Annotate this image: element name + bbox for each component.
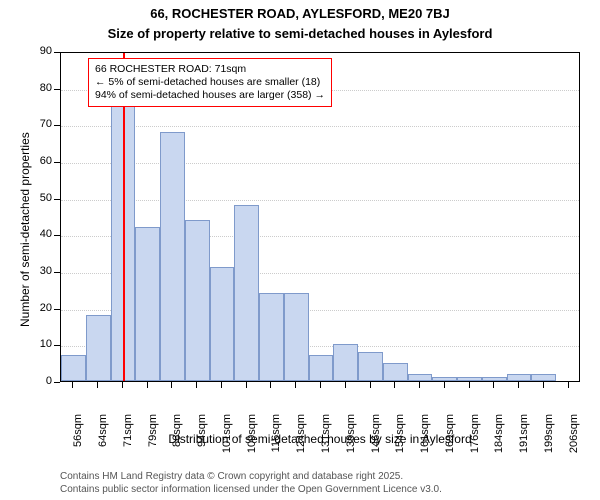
y-tick-mark <box>54 272 60 273</box>
x-tick-mark <box>72 382 73 388</box>
y-tick-label: 90 <box>22 45 52 57</box>
bar <box>284 293 309 381</box>
x-tick-label: 154sqm <box>394 414 406 464</box>
y-tick-label: 40 <box>22 228 52 240</box>
x-tick-label: 176sqm <box>469 414 481 464</box>
footer-attribution: Contains HM Land Registry data © Crown c… <box>60 470 442 496</box>
bar <box>408 374 433 381</box>
bar <box>482 377 507 381</box>
y-tick-label: 60 <box>22 155 52 167</box>
x-tick-label: 206sqm <box>568 414 580 464</box>
x-tick-mark <box>171 382 172 388</box>
grid-line <box>61 200 579 201</box>
bar <box>61 355 86 381</box>
x-tick-label: 56sqm <box>72 414 84 464</box>
bar <box>383 363 408 381</box>
y-tick-label: 70 <box>22 118 52 130</box>
bar <box>185 220 210 381</box>
y-tick-mark <box>54 52 60 53</box>
y-tick-label: 0 <box>22 375 52 387</box>
y-tick-mark <box>54 235 60 236</box>
x-tick-label: 64sqm <box>97 414 109 464</box>
x-tick-mark <box>320 382 321 388</box>
x-tick-label: 109sqm <box>246 414 258 464</box>
x-tick-mark <box>295 382 296 388</box>
x-tick-mark <box>493 382 494 388</box>
bar <box>457 377 482 381</box>
x-tick-label: 101sqm <box>221 414 233 464</box>
footer-line: Contains HM Land Registry data © Crown c… <box>60 470 442 483</box>
bar <box>210 267 235 381</box>
x-tick-label: 71sqm <box>122 414 134 464</box>
y-tick-mark <box>54 345 60 346</box>
x-tick-label: 199sqm <box>543 414 555 464</box>
x-tick-mark <box>147 382 148 388</box>
x-tick-label: 184sqm <box>493 414 505 464</box>
x-tick-mark <box>221 382 222 388</box>
grid-line <box>61 163 579 164</box>
x-tick-label: 124sqm <box>295 414 307 464</box>
y-tick-mark <box>54 382 60 383</box>
bar <box>507 374 532 381</box>
x-tick-mark <box>370 382 371 388</box>
x-tick-mark <box>469 382 470 388</box>
bar <box>309 355 334 381</box>
x-tick-label: 79sqm <box>147 414 159 464</box>
bar <box>135 227 160 381</box>
x-tick-label: 169sqm <box>444 414 456 464</box>
bar <box>333 344 358 381</box>
x-tick-label: 116sqm <box>270 414 282 464</box>
x-tick-label: 161sqm <box>419 414 431 464</box>
x-tick-label: 146sqm <box>370 414 382 464</box>
y-tick-mark <box>54 125 60 126</box>
x-tick-mark <box>246 382 247 388</box>
x-tick-mark <box>444 382 445 388</box>
x-tick-mark <box>394 382 395 388</box>
bar <box>358 352 383 381</box>
x-tick-mark <box>196 382 197 388</box>
y-tick-label: 20 <box>22 302 52 314</box>
bar <box>160 132 185 381</box>
y-tick-mark <box>54 309 60 310</box>
x-tick-label: 94sqm <box>196 414 208 464</box>
y-tick-mark <box>54 89 60 90</box>
legend-line: 66 ROCHESTER ROAD: 71sqm <box>95 63 325 76</box>
x-tick-mark <box>568 382 569 388</box>
x-tick-label: 139sqm <box>345 414 357 464</box>
footer-line: Contains public sector information licen… <box>60 483 442 496</box>
chart-title-line2: Size of property relative to semi-detach… <box>0 26 600 41</box>
legend-line: ← 5% of semi-detached houses are smaller… <box>95 76 325 89</box>
chart-title-line1: 66, ROCHESTER ROAD, AYLESFORD, ME20 7BJ <box>0 6 600 21</box>
y-tick-label: 80 <box>22 82 52 94</box>
y-tick-label: 50 <box>22 192 52 204</box>
y-tick-label: 10 <box>22 338 52 350</box>
y-tick-label: 30 <box>22 265 52 277</box>
grid-line <box>61 126 579 127</box>
x-tick-label: 86sqm <box>171 414 183 464</box>
x-tick-mark <box>345 382 346 388</box>
y-tick-mark <box>54 162 60 163</box>
x-tick-mark <box>122 382 123 388</box>
x-tick-mark <box>543 382 544 388</box>
chart-root: { "titles": { "line1": "66, ROCHESTER RO… <box>0 0 600 500</box>
bar <box>86 315 111 381</box>
x-tick-label: 131sqm <box>320 414 332 464</box>
x-tick-mark <box>419 382 420 388</box>
x-tick-mark <box>518 382 519 388</box>
x-tick-mark <box>270 382 271 388</box>
bar <box>531 374 556 381</box>
x-tick-label: 191sqm <box>518 414 530 464</box>
x-tick-mark <box>97 382 98 388</box>
legend-line: 94% of semi-detached houses are larger (… <box>95 89 325 102</box>
y-tick-mark <box>54 199 60 200</box>
legend-box: 66 ROCHESTER ROAD: 71sqm← 5% of semi-det… <box>88 58 332 107</box>
bar <box>432 377 457 381</box>
bar <box>234 205 259 381</box>
bar <box>259 293 284 381</box>
